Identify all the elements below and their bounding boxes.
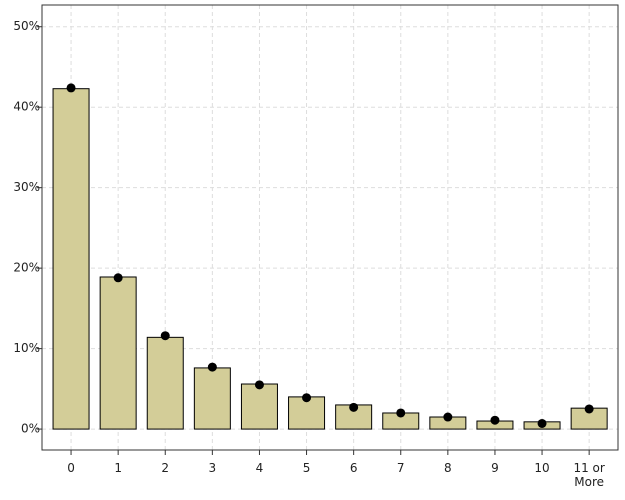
point (207, 362, 217, 372)
y-tick-label: 50% (13, 19, 40, 33)
x-tick-label: 8 (444, 461, 452, 475)
point (584, 404, 594, 414)
x-tick-label: 9 (491, 461, 499, 475)
x-tick-label: 4 (255, 461, 264, 475)
point (396, 408, 406, 418)
x-tick-label: 5 (302, 461, 311, 475)
x-tick-label: 6 (349, 461, 358, 475)
bar (240, 383, 278, 430)
x-tick-label: 11 or More (573, 461, 605, 489)
bar (146, 336, 184, 430)
x-tick-label: 10 (534, 461, 550, 475)
point (302, 393, 312, 403)
y-tick-label: 10% (13, 341, 40, 355)
point (537, 418, 547, 428)
y-tick-label: 20% (13, 261, 40, 275)
point (490, 415, 500, 425)
bar (52, 88, 90, 430)
x-tick-label: 3 (208, 461, 217, 475)
point (349, 402, 359, 412)
point (113, 273, 123, 283)
point (443, 412, 453, 422)
point (66, 83, 76, 93)
plot-frame (42, 5, 618, 450)
plot-border (41, 4, 619, 451)
point (254, 380, 264, 390)
y-tick-label: 40% (13, 100, 40, 114)
x-tick-label: 7 (396, 461, 405, 475)
bar (193, 367, 231, 430)
point (160, 331, 170, 341)
y-tick-label: 0% (21, 422, 40, 436)
y-tick-label: 30% (13, 180, 40, 194)
x-tick-label: 0 (67, 461, 75, 475)
x-tick-label: 2 (161, 461, 170, 475)
bar (99, 276, 137, 430)
x-tick-label: 1 (114, 461, 122, 475)
